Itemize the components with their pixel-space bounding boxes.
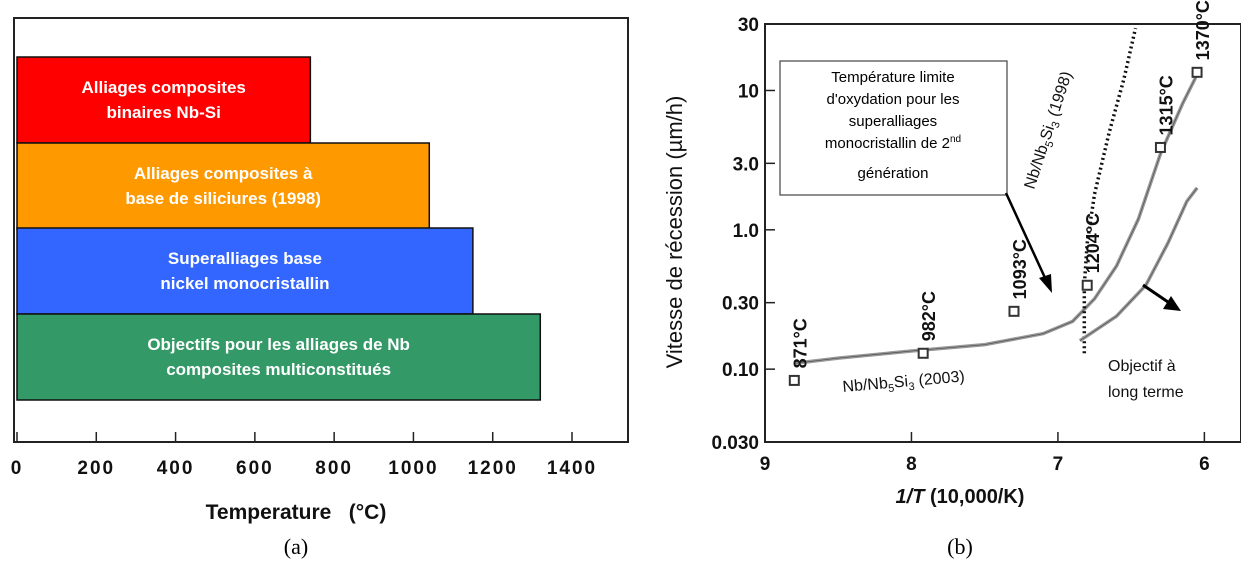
bar-4 [16,313,542,401]
panel-a-caption: (a) [284,534,308,559]
annotation-arrow-line [1004,192,1048,281]
a-tick-label-600: 600 [236,458,274,479]
goal-label-line-2: long terme [1108,384,1184,401]
label-1998-mid: Si [1038,123,1059,142]
label-2003-tail: (2003) [913,368,965,389]
a-tick-label-0: 0 [11,458,24,479]
temp-point-marker-2 [917,347,929,359]
annotation-line-4: monocristallin de 2nd [825,134,961,152]
b-xtick-label-8: 8 [906,454,917,475]
b-ytick-label-0.30: 0.30 [722,294,759,315]
bar-4-label-line-2: composites multiconstitués [166,360,391,379]
temp-point-label-1: 871°C [790,318,810,368]
annotation-box [779,60,1008,196]
temp-point-label-2: 982°C [919,291,939,341]
bar-2-label-line-1: Alliages composites à [134,164,313,183]
b-xtick-label-6: 6 [1199,454,1210,475]
panel-b-x-axis-title: 1/T (10,000/K) [896,486,1025,508]
temp-point-label-6: 1370°C [1193,0,1213,60]
label-2003-base: Nb/Nb [842,375,889,396]
temp-point-label-5: 1315°C [1156,75,1176,135]
panel-a-bar-chart: Alliages composites binaires Nb-Si Alliage… [11,17,629,559]
temp-point-marker-4 [1081,279,1093,291]
panel-b-x-ticks: 9 8 7 6 [760,432,1210,475]
a-tick-label-1000: 1000 [388,458,438,479]
label-1998: Nb/Nb5Si3 (1998) [1022,69,1079,192]
b-xtick-label-9: 9 [760,454,771,475]
b-ytick-label-10: 10 [738,81,759,102]
annotation-arrow-head [1039,274,1052,293]
label-1998-sub2: 3 [1050,120,1063,130]
b-ytick-label-3.0: 3.0 [733,154,759,175]
x-axis-title-rest: (10,000/K) [924,486,1024,508]
x-axis-title-italic: 1/T [896,486,927,508]
label-1998-tail: (1998) [1044,69,1076,122]
panel-b-y-ticks: 30 10 3.0 1.0 0.30 0.10 0.030 [711,15,775,454]
bar-1-label-line-2: binaires Nb-Si [107,103,221,122]
panel-b-temperature-points: 871°C 982°C 1093°C 1204°C 1315°C 1370°C [788,0,1213,386]
temp-point-label-3: 1093°C [1010,239,1030,299]
bar-2 [16,142,431,230]
annotation-superscript: nd [950,134,961,145]
label-2003-sub2: 3 [908,381,915,393]
panel-b-caption: (b) [947,534,973,559]
panel-b-y-axis-title: Vitesse de récession (µm/h) [662,96,687,369]
label-2003: Nb/Nb5Si3 (2003) [842,368,966,399]
temp-point-marker-3 [1008,305,1020,317]
b-ytick-label-1.0: 1.0 [733,221,759,242]
series-line-core-3 [1079,187,1198,342]
temp-point-marker-5 [1154,141,1166,153]
bar-1-label-line-1: Alliages composites [81,78,245,97]
panel-b-frame [764,23,1241,443]
label-2003-sub: 5 [888,383,895,395]
goal-arrow-line [1142,283,1169,304]
panel-a-frame [13,17,629,443]
annotation-line-1: Température limite [831,69,954,86]
temp-point-marker-6 [1191,66,1203,78]
bar-2-label-line-2: base de siliciures (1998) [125,189,321,208]
bar-3 [16,227,474,315]
a-tick-label-400: 400 [157,458,195,479]
bar-3-label-line-1: Superalliages base [168,249,322,268]
b-xtick-label-7: 7 [1053,454,1064,475]
goal-label-line-1: Objectif à [1108,358,1176,375]
temp-point-label-4: 1204°C [1083,213,1103,273]
a-tick-label-1200: 1200 [468,458,518,479]
b-ytick-label-0.030: 0.030 [711,433,759,454]
label-1998-sub: 5 [1043,139,1056,149]
oxidation-limit-annotation: Température limite d'oxydation pour les … [779,60,1052,293]
bar-4-label-line-1: Objectifs pour les alliages de Nb [147,335,410,354]
bar-3-label-line-2: nickel monocristallin [160,274,329,293]
panel-a-bars: Alliages composites binaires Nb-Si Alliage… [16,56,542,401]
a-tick-label-1400: 1400 [547,458,597,479]
label-2003-mid: Si [893,373,909,391]
goal-arrow-head [1163,296,1181,311]
annotation-line-3: superalliages [849,113,937,130]
a-tick-label-800: 800 [315,458,353,479]
annotation-line-2: d'oxydation pour les [827,91,960,108]
bar-1 [16,56,312,144]
panel-a-x-ticks: 0 200 400 600 800 1000 1200 1400 [11,432,597,479]
annotation-line-4-main: monocristallin de 2 [825,135,950,152]
a-tick-label-200: 200 [77,458,115,479]
label-1998-base: Nb/Nb [1022,143,1052,191]
b-ytick-label-0.10: 0.10 [722,360,759,381]
panel-b-line-chart: 30 10 3.0 1.0 0.30 0.10 0.030 9 8 7 6 871°C 982°C 1… [662,0,1241,559]
annotation-line-5: génération [858,165,929,182]
b-ytick-label-30: 30 [738,15,759,36]
temp-point-marker-1 [788,374,800,386]
panel-a-x-axis-title: Temperature (°C) [206,501,387,524]
